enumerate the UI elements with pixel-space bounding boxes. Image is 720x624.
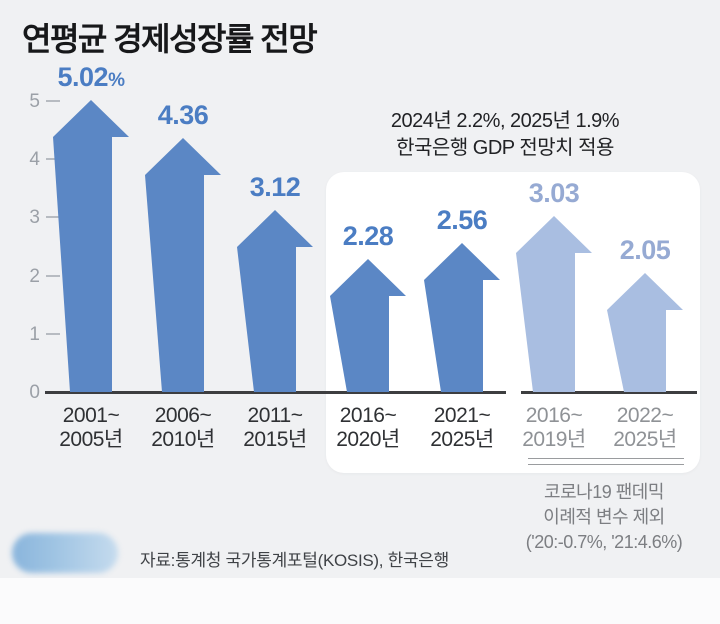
category-label-line-2: 2015년 (243, 428, 307, 451)
y-tick-dash (46, 332, 60, 335)
data-source-credit: 자료:통계청 국가통계포털(KOSIS), 한국은행 (140, 551, 449, 570)
x-axis-baseline-1 (45, 391, 506, 394)
category-label: 2021~ 2025년 (407, 404, 517, 452)
category-label-line-1: 2006~ (154, 404, 212, 427)
bar-value-label: 2.56 (436, 205, 488, 235)
category-label: 2001~ 2005년 (36, 404, 146, 452)
category-label-line-2: 2005년 (59, 428, 123, 451)
category-label: 2016~ 2019년 (499, 404, 609, 452)
annotation-line-2: 한국은행 GDP 전망치 적용 (396, 137, 614, 159)
category-label-line-1: 2011~ (247, 404, 303, 427)
bar-value-number: 5.02 (57, 62, 109, 92)
bar-value-label: 3.03 (528, 178, 580, 208)
y-tick-dash (46, 274, 60, 277)
page-title: 연평균 경제성장률 전망 (22, 21, 318, 57)
y-tick-label: 4 (29, 149, 40, 171)
growth-arrow-bar (53, 100, 129, 392)
annotation-line-1: 2024년 2.2%, 2025년 1.9% (390, 110, 620, 132)
category-label: 2011~ 2015년 (220, 404, 330, 452)
category-label-line-2: 2010년 (151, 428, 215, 451)
y-tick-label: 5 (29, 91, 40, 112)
category-label-line-1: 2001~ (62, 404, 120, 427)
y-tick-label: 2 (29, 265, 40, 287)
bar-value-label: 4.36 (157, 100, 209, 130)
footnote-line-1: 코로나19 팬데믹 (544, 482, 664, 502)
category-label: 2006~ 2010년 (128, 404, 238, 452)
category-label-line-1: 2016~ (525, 404, 583, 427)
excluded-series-underline (528, 458, 684, 465)
category-label-line-2: 2025년 (430, 428, 494, 451)
percent-sign: % (108, 70, 125, 91)
bar-value-label: 3.12 (249, 172, 301, 202)
category-label: 2022~ 2025년 (590, 404, 700, 452)
y-tick-dash (46, 100, 60, 102)
bar-value-label: 5.02% (26, 62, 156, 93)
category-label-line-1: 2021~ (433, 404, 491, 427)
footnote-line-2: 이례적 변수 제외 (543, 507, 665, 527)
category-label-line-2: 2020년 (336, 428, 400, 451)
news-agency-logo-blurred (12, 533, 118, 573)
growth-arrow-bar (237, 210, 313, 392)
y-tick-dash (46, 216, 60, 219)
bar-value-label: 2.28 (342, 221, 394, 251)
category-label: 2016~ 2020년 (313, 404, 423, 452)
covid-exclusion-footnote: 코로나19 팬데믹 이례적 변수 제외 ('20:-0.7%, '21:4.6%… (474, 480, 720, 555)
category-label-line-1: 2022~ (616, 404, 674, 427)
y-tick-label: 3 (29, 207, 40, 229)
category-label-line-2: 2025년 (613, 428, 677, 451)
y-tick-label: 1 (29, 323, 40, 345)
category-label-line-1: 2016~ (339, 404, 397, 427)
y-tick-dash (46, 158, 60, 161)
x-axis-baseline-2 (521, 391, 697, 394)
category-label-line-2: 2019년 (522, 428, 586, 451)
gdp-forecast-annotation: 2024년 2.2%, 2025년 1.9% 한국은행 GDP 전망치 적용 (330, 108, 680, 162)
bottom-margin-strip (0, 578, 720, 624)
footnote-line-3: ('20:-0.7%, '21:4.6%) (525, 532, 683, 552)
y-tick-label: 0 (29, 382, 40, 403)
bar-value-label: 2.05 (619, 235, 671, 265)
